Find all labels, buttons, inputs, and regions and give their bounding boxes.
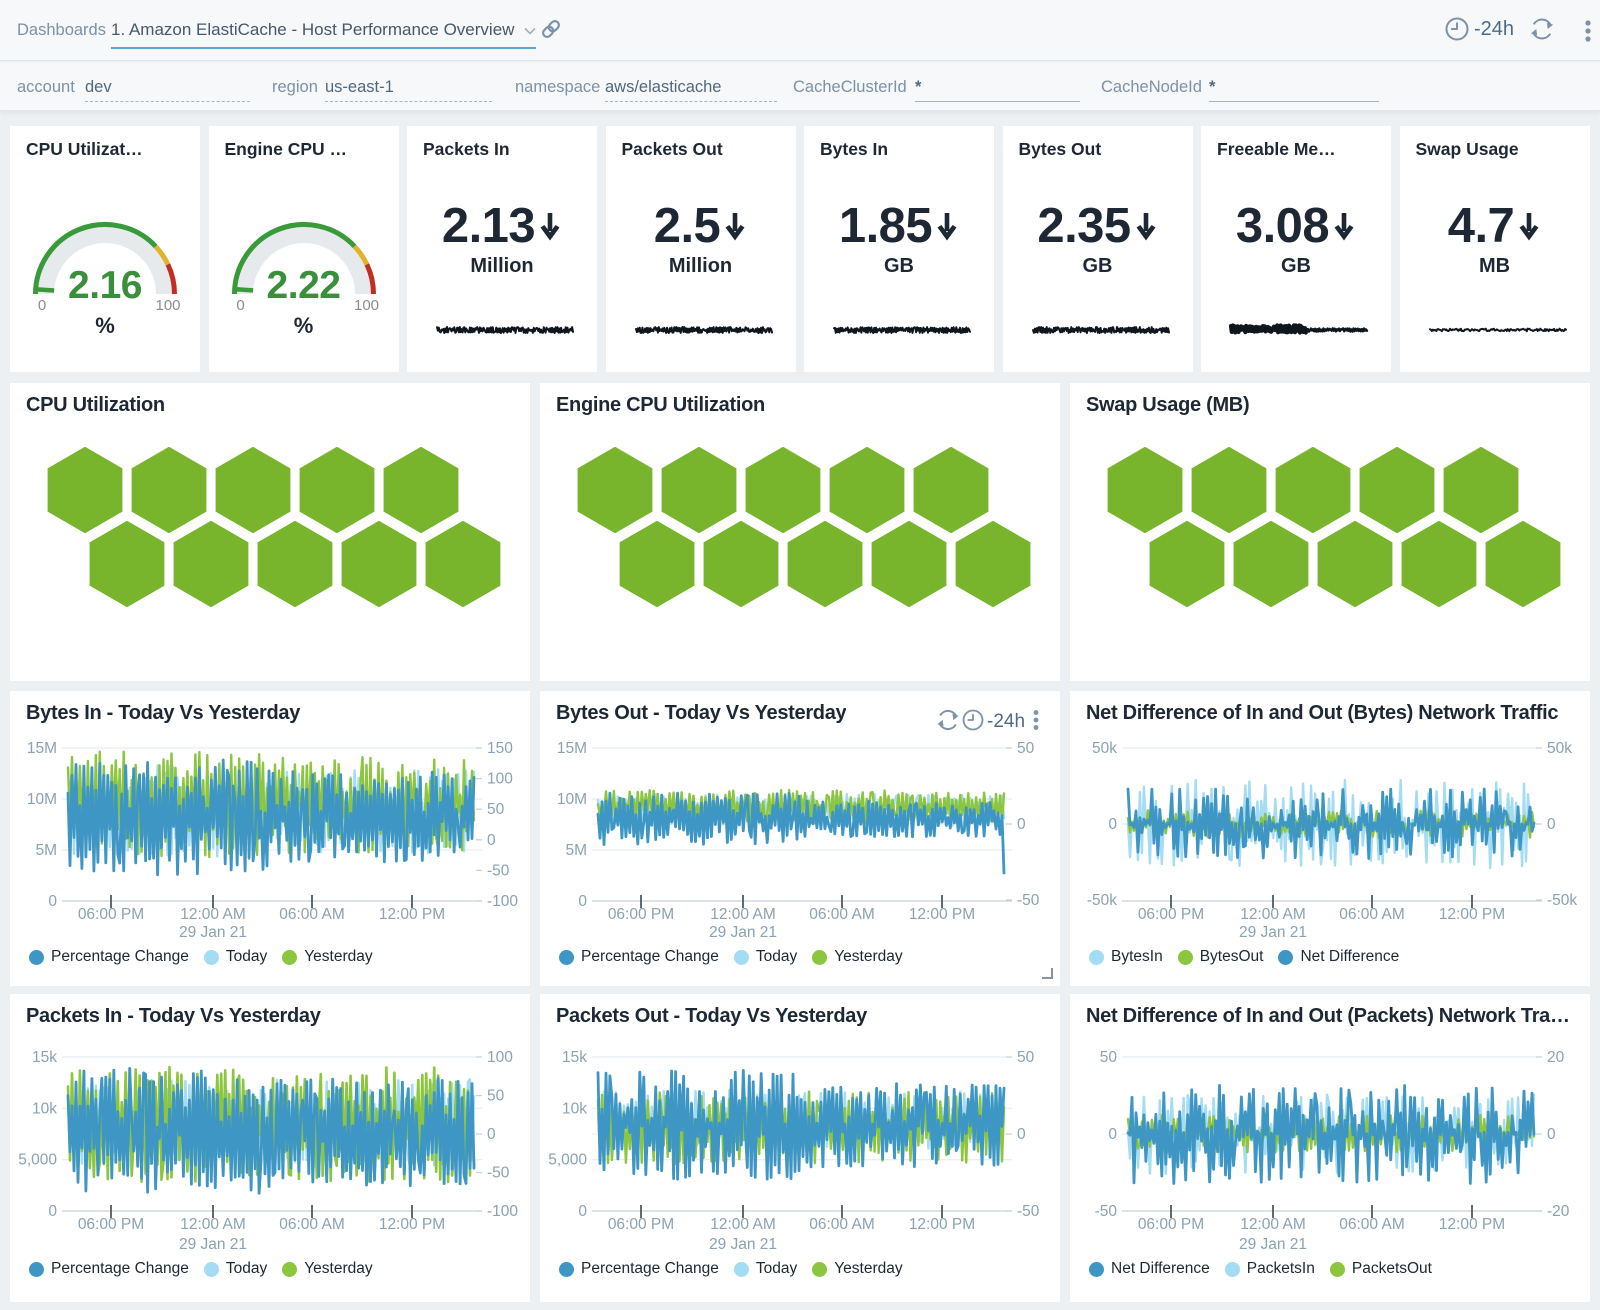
svg-text:29 Jan 21: 29 Jan 21 [179,924,247,941]
svg-text:0: 0 [1547,1126,1556,1143]
svg-text:29 Jan 21: 29 Jan 21 [1239,1236,1307,1252]
svg-text:10M: 10M [27,791,57,808]
svg-text:0: 0 [578,893,587,910]
svg-text:0: 0 [1108,816,1117,833]
svg-text:06:00 PM: 06:00 PM [608,906,674,923]
svg-text:100: 100 [487,1049,513,1066]
svg-text:-50: -50 [1095,1203,1118,1220]
svg-text:0: 0 [1017,816,1026,833]
svg-text:-50: -50 [1017,892,1040,909]
svg-text:50k: 50k [1547,740,1572,757]
svg-text:-100: -100 [487,1203,518,1220]
svg-text:5,000: 5,000 [18,1152,57,1169]
svg-text:-50k: -50k [1087,892,1117,909]
svg-text:06:00 AM: 06:00 AM [809,1216,875,1233]
svg-text:12:00 AM: 12:00 AM [710,1216,776,1233]
svg-text:100: 100 [487,771,513,788]
svg-text:12:00 AM: 12:00 AM [180,1216,246,1233]
svg-text:06:00 AM: 06:00 AM [279,1216,345,1233]
svg-text:50: 50 [487,801,505,818]
svg-text:15k: 15k [562,1049,587,1066]
svg-text:06:00 PM: 06:00 PM [1138,1216,1204,1233]
svg-text:29 Jan 21: 29 Jan 21 [179,1236,247,1252]
svg-text:12:00 PM: 12:00 PM [909,1216,975,1233]
svg-text:12:00 PM: 12:00 PM [909,906,975,923]
svg-text:0: 0 [1017,1126,1026,1143]
svg-text:12:00 PM: 12:00 PM [1439,906,1505,923]
svg-text:15M: 15M [557,740,587,757]
svg-text:12:00 PM: 12:00 PM [379,1216,445,1233]
svg-text:12:00 PM: 12:00 PM [1439,1216,1505,1233]
svg-text:20: 20 [1547,1049,1565,1066]
svg-text:06:00 AM: 06:00 AM [1339,906,1405,923]
svg-text:06:00 PM: 06:00 PM [608,1216,674,1233]
svg-text:0: 0 [1108,1126,1117,1143]
svg-text:06:00 PM: 06:00 PM [78,1216,144,1233]
svg-text:50: 50 [1100,1049,1118,1066]
svg-text:0: 0 [48,1203,57,1220]
svg-text:50: 50 [1017,1049,1035,1066]
svg-text:29 Jan 21: 29 Jan 21 [709,924,777,941]
svg-text:-50k: -50k [1547,892,1577,909]
svg-text:10k: 10k [32,1100,57,1117]
svg-text:29 Jan 21: 29 Jan 21 [1239,924,1307,941]
svg-text:0: 0 [48,893,57,910]
svg-text:06:00 PM: 06:00 PM [1138,906,1204,923]
svg-text:-50: -50 [487,1165,510,1182]
svg-text:50: 50 [487,1088,505,1105]
svg-text:0: 0 [487,832,496,849]
svg-text:5M: 5M [565,842,587,859]
svg-text:50: 50 [1017,740,1035,757]
svg-text:29 Jan 21: 29 Jan 21 [709,1236,777,1252]
svg-text:15k: 15k [32,1049,57,1066]
svg-text:10k: 10k [562,1100,587,1117]
svg-text:06:00 AM: 06:00 AM [279,906,345,923]
svg-text:15M: 15M [27,740,57,757]
svg-text:5,000: 5,000 [548,1152,587,1169]
svg-text:150: 150 [487,740,513,757]
svg-text:0: 0 [578,1203,587,1220]
svg-text:12:00 AM: 12:00 AM [1240,906,1306,923]
svg-text:06:00 AM: 06:00 AM [1339,1216,1405,1233]
svg-text:12:00 AM: 12:00 AM [180,906,246,923]
svg-text:-100: -100 [487,893,518,910]
svg-text:12:00 PM: 12:00 PM [379,906,445,923]
svg-text:10M: 10M [557,791,587,808]
svg-text:-20: -20 [1547,1203,1570,1220]
svg-text:0: 0 [1547,816,1556,833]
svg-text:06:00 PM: 06:00 PM [78,906,144,923]
svg-text:12:00 AM: 12:00 AM [1240,1216,1306,1233]
svg-text:5M: 5M [35,842,57,859]
svg-text:12:00 AM: 12:00 AM [710,906,776,923]
svg-text:-50: -50 [1017,1203,1040,1220]
svg-text:-50: -50 [487,862,510,879]
svg-text:0: 0 [487,1126,496,1143]
svg-text:-24h: -24h [987,711,1025,732]
svg-text:06:00 AM: 06:00 AM [809,906,875,923]
svg-text:50k: 50k [1092,740,1117,757]
